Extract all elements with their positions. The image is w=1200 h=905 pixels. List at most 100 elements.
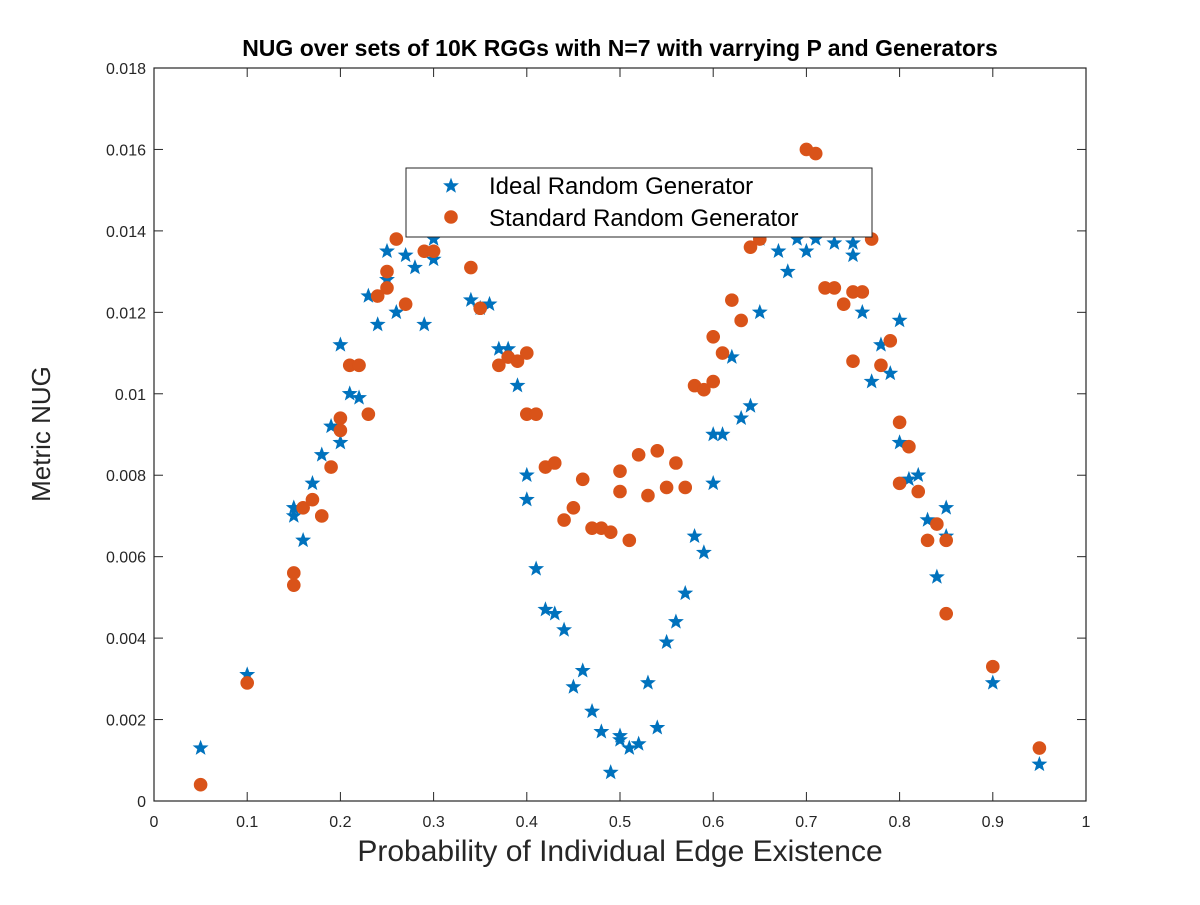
x-tick-label: 1 [1082, 814, 1091, 831]
standard-generator-point [613, 484, 627, 499]
y-tick-label: 0.01 [115, 387, 146, 404]
standard-generator-point [836, 297, 851, 311]
y-tick-label: 0.004 [106, 631, 146, 648]
legend-circle-marker [444, 210, 458, 224]
standard-generator-point [892, 415, 907, 430]
ideal-generator-point [565, 678, 582, 694]
ideal-generator-point [658, 633, 675, 649]
standard-generator-point [314, 509, 329, 523]
standard-generator-point [846, 354, 860, 369]
y-tick-label: 0 [137, 794, 146, 811]
ideal-generator-point [546, 605, 563, 621]
standard-generator-point [286, 566, 301, 580]
standard-generator-point [706, 329, 721, 344]
standard-generator-point [575, 472, 590, 487]
legend-box [405, 167, 873, 238]
standard-generator-point [380, 281, 394, 295]
ideal-generator-point [770, 242, 787, 259]
standard-generator-point [706, 374, 721, 389]
x-tick-label: 0.1 [236, 814, 258, 831]
standard-generator-point [380, 264, 394, 279]
ideal-generator-point [407, 259, 423, 275]
ideal-generator-point [313, 446, 330, 462]
x-tick-label: 0.6 [702, 814, 724, 831]
ideal-generator-point [826, 234, 843, 250]
standard-generator-point [874, 358, 888, 373]
standard-generator-point [659, 480, 674, 495]
standard-generator-point [902, 439, 916, 454]
ideal-generator-point [910, 466, 927, 482]
y-tick-label: 0.018 [106, 61, 146, 78]
x-tick-label: 0.2 [329, 814, 351, 831]
standard-generator-point [286, 578, 301, 592]
ideal-generator-point [733, 409, 750, 425]
x-tick-label: 0.8 [888, 814, 910, 831]
ideal-generator-point [714, 426, 731, 442]
standard-generator-point [361, 407, 376, 421]
ideal-generator-point [1031, 755, 1048, 772]
standard-generator-point [370, 289, 385, 303]
ideal-generator-point [481, 295, 498, 311]
ideal-generator-point [584, 703, 600, 719]
ideal-generator-point [686, 527, 703, 544]
ideal-generator-point [397, 246, 414, 263]
ideal-generator-point [779, 263, 796, 279]
ideal-generator-point [388, 303, 405, 320]
ideal-generator-point [984, 674, 1001, 690]
ideal-generator-point [677, 584, 694, 601]
chart-title: NUG over sets of 10K RGGs with N=7 with … [242, 35, 998, 61]
ideal-generator-point [798, 242, 815, 259]
x-tick-label: 0.4 [516, 814, 538, 831]
standard-generator-point [566, 500, 581, 515]
ideal-generator-point [509, 377, 526, 393]
ideal-generator-point [323, 418, 340, 434]
standard-generator-point [557, 513, 571, 527]
standard-generator-point [510, 354, 525, 369]
ideal-generator-point [574, 662, 591, 678]
x-tick-label: 0.5 [609, 814, 631, 831]
ideal-generator-point [462, 291, 479, 307]
ideal-generator-point [518, 491, 535, 507]
standard-generator-point [678, 480, 693, 495]
standard-generator-point [426, 244, 441, 259]
ideal-generator-point [695, 544, 712, 560]
ideal-generator-point [854, 303, 871, 320]
standard-generator-point [389, 232, 404, 246]
standard-generator-point [547, 456, 562, 470]
ideal-generator-point [304, 475, 321, 491]
ideal-generator-point [425, 251, 442, 267]
ideal-generator-point [705, 475, 722, 491]
ideal-generator-point [882, 365, 899, 381]
standard-generator-point [240, 676, 254, 690]
ideal-generator-point [928, 568, 945, 584]
standard-generator-point [641, 488, 655, 503]
x-axis-label: Probability of Individual Edge Existence [357, 835, 882, 868]
standard-generator-point [324, 460, 338, 474]
standard-generator-point [352, 358, 366, 373]
standard-generator-point [743, 240, 758, 254]
standard-generator-point [1032, 741, 1047, 755]
standard-generator-point [939, 533, 954, 548]
standard-generator-point [305, 492, 320, 507]
standard-generator-point [613, 464, 627, 478]
ideal-generator-point [919, 511, 936, 527]
ideal-generator-point [295, 532, 312, 548]
standard-generator-point [939, 606, 954, 621]
ideal-generator-point [537, 601, 554, 617]
y-tick-label: 0.002 [106, 713, 146, 730]
standard-generator-point [892, 476, 907, 491]
ideal-generator-point [845, 246, 861, 263]
standard-generator-point [725, 293, 739, 307]
standard-generator-point [333, 411, 348, 426]
y-axis-ticks: 0 0.002 0.004 0.006 0.008 0.01 0.012 0.014 0.016… [106, 61, 1086, 811]
standard-generator-point [920, 533, 935, 548]
ideal-generator-point [612, 731, 628, 747]
standard-generator-point [603, 525, 618, 540]
ideal-generator-point [621, 739, 638, 755]
ideal-generator-point [518, 466, 535, 482]
standard-generator-point [883, 334, 898, 348]
ideal-generator-point [891, 312, 908, 328]
ideal-generator-point [630, 735, 647, 751]
standard-generator-point [464, 260, 478, 275]
